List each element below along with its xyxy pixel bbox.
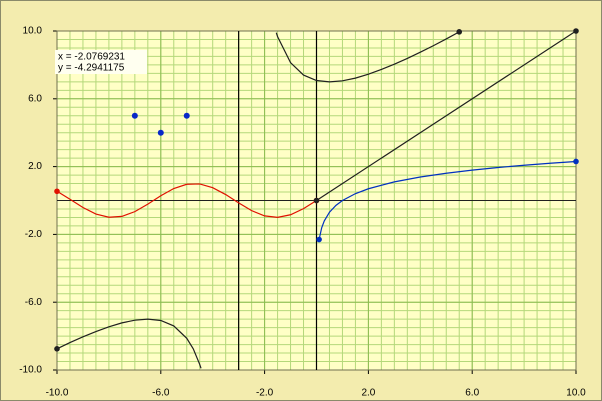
readout-box	[55, 50, 147, 74]
marks	[54, 28, 579, 370]
x-tick-label: 6.0	[465, 388, 479, 399]
end-point	[316, 236, 322, 243]
curve	[56, 318, 202, 369]
readout-y: y = -4.2941175	[58, 63, 125, 74]
y-tick-label: 2.0	[28, 161, 42, 172]
y-tick-label: -2.0	[25, 229, 43, 240]
x-tick-label: 10.0	[566, 388, 586, 399]
readout-x: x = -2.0769231	[58, 52, 125, 63]
end-point	[54, 346, 60, 352]
end-point	[54, 188, 60, 195]
x-tick-label: -2.0	[256, 388, 274, 399]
end-point	[456, 29, 463, 35]
curve	[316, 30, 577, 202]
point	[131, 112, 138, 119]
end-point	[573, 28, 579, 34]
x-tick-label: -6.0	[152, 388, 170, 399]
y-tick-label: 10.0	[23, 26, 43, 37]
x-tick-label: 2.0	[361, 388, 375, 399]
end-point	[313, 197, 320, 204]
curve	[56, 183, 317, 219]
curve	[275, 31, 460, 83]
y-tick-label: 6.0	[28, 93, 42, 104]
end-point	[573, 158, 579, 165]
y-tick-label: -6.0	[25, 297, 43, 308]
point	[183, 112, 190, 119]
y-tick-label: -10.0	[19, 365, 42, 376]
x-tick-label: -10.0	[46, 388, 69, 399]
point	[157, 129, 164, 136]
curve	[318, 160, 577, 240]
